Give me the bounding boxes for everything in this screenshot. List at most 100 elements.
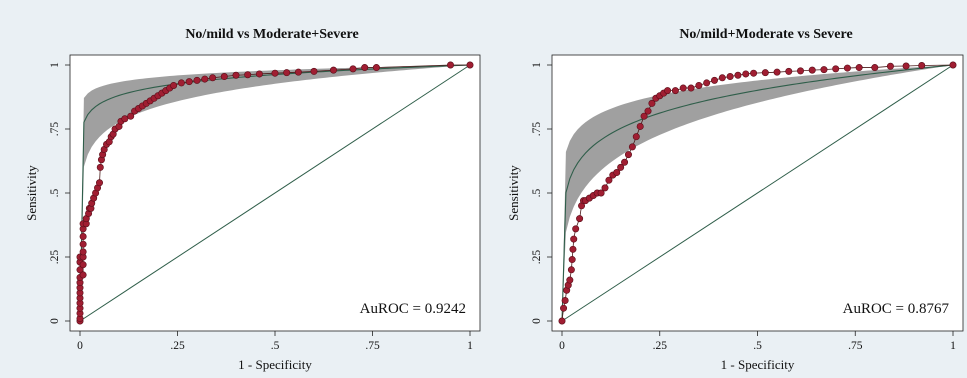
- roc-point: [567, 266, 575, 274]
- roc-point: [79, 233, 87, 241]
- x-tick-label: 1: [467, 340, 473, 352]
- auroc-annotation: AuROC = 0.9242: [360, 301, 466, 317]
- roc-panel-1: 0 .25 .5 .75 1 0 .25 .5 .75 1 No/mild vs Moderate+…: [8, 8, 481, 374]
- roc-point: [558, 317, 566, 325]
- roc-point: [742, 70, 750, 78]
- roc-point: [361, 64, 369, 72]
- y-tick-label: .5: [49, 188, 61, 197]
- x-tick-label: 0: [77, 340, 83, 352]
- x-axis-label: 1 - Specificity: [238, 357, 312, 372]
- roc-point: [703, 79, 711, 87]
- roc-point: [597, 189, 605, 197]
- roc-point: [601, 184, 609, 192]
- roc-point: [572, 225, 580, 233]
- roc-point: [797, 67, 805, 75]
- roc-point: [671, 87, 679, 95]
- roc-point: [843, 64, 851, 72]
- chart-title: No/mild+Moderate vs Severe: [679, 27, 852, 42]
- roc-point: [79, 271, 87, 279]
- roc-point: [310, 67, 318, 75]
- y-tick-label: 0: [531, 318, 543, 324]
- roc-point: [255, 70, 263, 78]
- roc-point: [855, 64, 863, 72]
- roc-point: [79, 261, 87, 269]
- roc-point: [636, 122, 644, 130]
- roc-point: [750, 69, 758, 77]
- roc-point: [96, 163, 104, 171]
- roc-point: [232, 71, 240, 79]
- y-tick-label: .5: [531, 188, 543, 197]
- roc-point: [679, 84, 687, 92]
- roc-point: [726, 73, 734, 81]
- roc-point: [570, 235, 578, 243]
- roc-point: [329, 66, 337, 74]
- roc-point: [664, 87, 672, 95]
- fitted-roc-curve: [561, 64, 954, 322]
- roc-point: [220, 73, 228, 81]
- roc-point: [201, 75, 209, 83]
- roc-point: [96, 179, 104, 187]
- confidence-band: [562, 65, 953, 321]
- y-axis-label: Sensitivity: [506, 165, 521, 221]
- roc-point: [734, 71, 742, 79]
- roc-point: [640, 112, 648, 120]
- roc-point: [244, 71, 252, 79]
- y-tick-label: .75: [531, 122, 543, 137]
- roc-point: [918, 62, 926, 70]
- roc-point: [185, 78, 193, 86]
- roc-point: [605, 176, 613, 184]
- roc-point: [687, 84, 695, 92]
- roc-point: [902, 62, 910, 70]
- x-tick-label: .5: [271, 340, 280, 352]
- roc-point: [283, 69, 291, 77]
- x-tick-label: 1: [950, 340, 956, 352]
- roc-point: [209, 74, 217, 82]
- roc-point: [710, 76, 718, 84]
- roc-point: [773, 68, 781, 76]
- roc-point: [617, 163, 625, 171]
- chart-title: No/mild vs Moderate+Severe: [185, 27, 358, 42]
- roc-point: [886, 62, 894, 70]
- roc-point: [569, 245, 577, 253]
- roc-point: [949, 61, 957, 69]
- reference-diagonal-line: [79, 64, 471, 322]
- roc-point: [193, 76, 201, 84]
- roc-point: [871, 64, 879, 72]
- roc-point: [632, 133, 640, 141]
- confidence-band: [80, 65, 470, 321]
- roc-point: [372, 64, 380, 72]
- roc-point: [621, 158, 629, 166]
- y-tick-label: .25: [49, 250, 61, 265]
- y-tick-label: 1: [531, 62, 543, 68]
- roc-point: [648, 99, 656, 107]
- y-tick-label: 1: [49, 62, 61, 68]
- roc-point: [566, 276, 574, 284]
- roc-point: [446, 61, 454, 69]
- roc-point: [294, 68, 302, 76]
- roc-point: [695, 81, 703, 89]
- roc-point: [624, 151, 632, 159]
- roc-point: [761, 69, 769, 77]
- x-tick-label: .25: [170, 340, 185, 352]
- roc-point: [613, 169, 621, 177]
- roc-point: [820, 66, 828, 74]
- x-tick-label: .75: [365, 340, 380, 352]
- roc-point: [271, 69, 279, 77]
- auroc-annotation: AuROC = 0.8767: [843, 301, 950, 317]
- x-tick-label: .75: [848, 340, 863, 352]
- roc-point: [560, 304, 568, 312]
- roc-point: [76, 266, 84, 274]
- x-tick-label: .5: [753, 340, 762, 352]
- roc-point: [785, 67, 793, 75]
- roc-point: [466, 61, 474, 69]
- roc-point: [644, 107, 652, 115]
- roc-point: [576, 215, 584, 223]
- y-axis-label: Sensitivity: [24, 165, 39, 221]
- reference-diagonal-line: [561, 64, 954, 322]
- y-tick-label: .25: [531, 250, 543, 265]
- roc-point: [170, 81, 178, 89]
- roc-point: [349, 65, 357, 73]
- y-tick-label: 0: [49, 318, 61, 324]
